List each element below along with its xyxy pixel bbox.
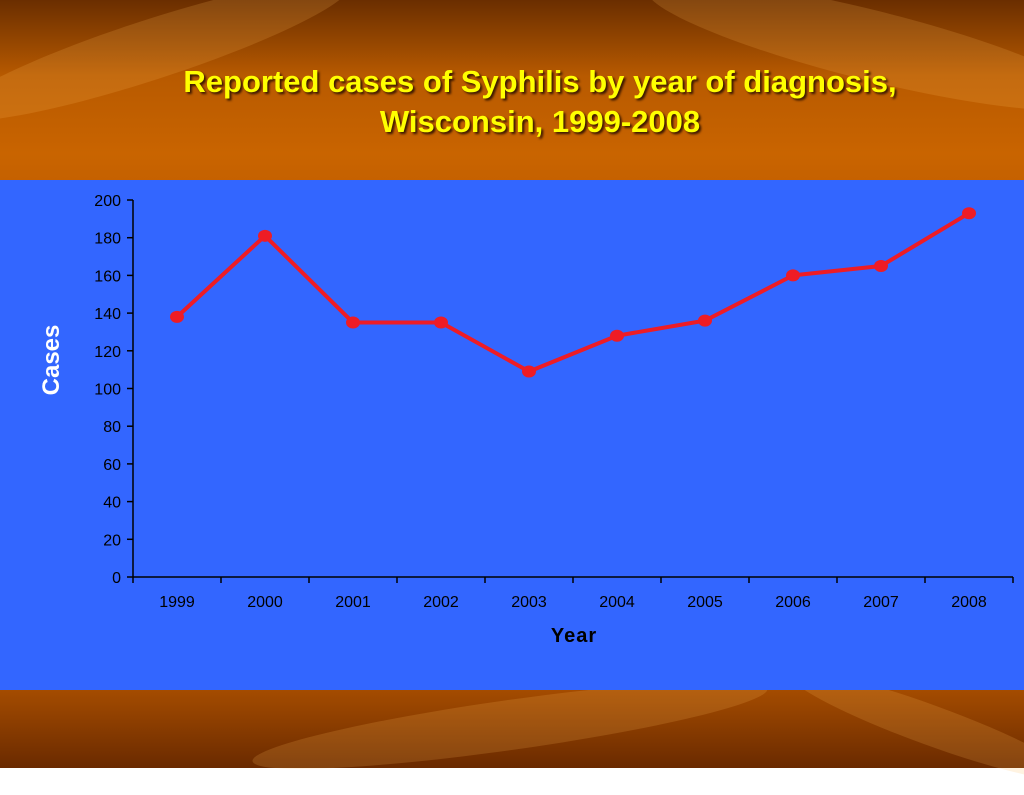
data-point-2002 xyxy=(434,316,448,329)
x-tick-label: 2004 xyxy=(599,594,635,611)
data-point-2005 xyxy=(698,314,712,327)
x-tick-label: 2003 xyxy=(511,594,547,611)
x-tick-label: 2006 xyxy=(775,594,811,611)
y-tick-label: 120 xyxy=(94,344,121,361)
y-tick-label: 40 xyxy=(103,495,121,512)
y-axis-title: Cases xyxy=(38,325,65,396)
y-tick-label: 60 xyxy=(103,457,121,474)
y-tick-label: 20 xyxy=(103,532,121,549)
chart-panel: 0 20 40 60 80 100 120 140 160 180 200 1999 2000 2001… xyxy=(0,180,1024,690)
slide-title-line-1: Reported cases of Syphilis by year of di… xyxy=(183,64,897,99)
x-axis-title: Year xyxy=(551,625,597,647)
data-point-2006 xyxy=(786,269,800,282)
y-tick-label: 160 xyxy=(94,268,121,285)
x-tick-label: 2000 xyxy=(247,594,283,611)
x-axis: 1999 2000 2001 2002 2003 2004 2005 2006 2007 2008 xyxy=(132,576,1014,611)
x-tick-label: 1999 xyxy=(159,594,195,611)
data-point-2004 xyxy=(610,329,624,342)
series-line xyxy=(175,211,971,374)
x-tick-label: 2005 xyxy=(687,594,723,611)
data-point-1999 xyxy=(170,310,184,323)
data-point-2003 xyxy=(522,365,536,378)
x-tick-label: 2008 xyxy=(951,594,987,611)
slide-title: Reported cases of Syphilis by year of di… xyxy=(100,62,980,142)
x-tick-label: 2001 xyxy=(335,594,371,611)
y-tick-label: 0 xyxy=(112,570,121,587)
data-point-2007 xyxy=(874,259,888,272)
slide-title-line-2: Wisconsin, 1999-2008 xyxy=(379,104,701,139)
line-chart: 0 20 40 60 80 100 120 140 160 180 200 1999 2000 2001… xyxy=(38,193,1014,647)
y-tick-label: 200 xyxy=(94,193,121,210)
x-tick-label: 2002 xyxy=(423,594,459,611)
y-axis: 0 20 40 60 80 100 120 140 160 180 200 xyxy=(94,193,134,587)
data-point-2008 xyxy=(962,207,976,220)
x-tick-label: 2007 xyxy=(863,594,899,611)
data-point-2000 xyxy=(258,229,272,242)
y-tick-label: 140 xyxy=(94,306,121,323)
data-point-2001 xyxy=(346,316,360,329)
y-tick-label: 100 xyxy=(94,382,121,399)
y-tick-label: 80 xyxy=(103,419,121,436)
y-tick-label: 180 xyxy=(94,231,121,248)
series-cases xyxy=(170,207,976,378)
